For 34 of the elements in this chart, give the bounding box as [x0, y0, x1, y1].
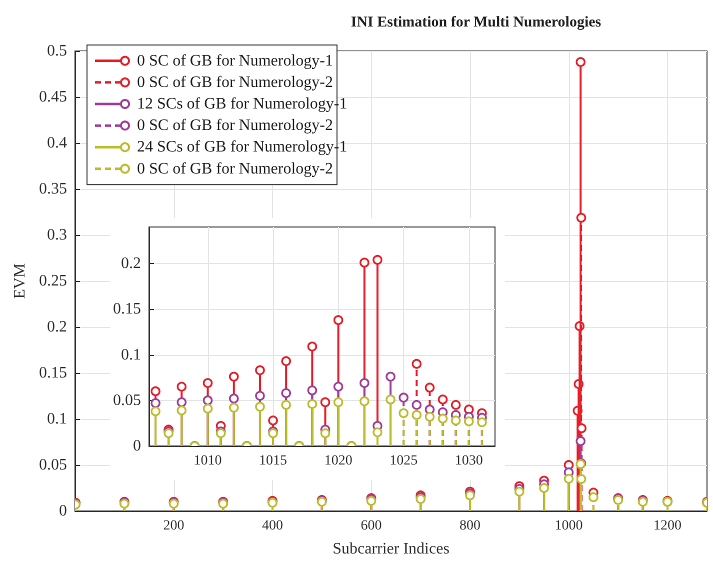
y-axis-title: EVM	[12, 263, 29, 299]
y-tick-label: 0.15	[39, 364, 67, 382]
y-tick-label: 0.3	[47, 226, 67, 244]
x-tick-label: 600	[360, 518, 382, 534]
x-tick-label: 1200	[654, 518, 682, 534]
y-tick-label: 0.05	[39, 456, 67, 474]
legend-label: 0 SC of GB for Numerology-2	[137, 117, 333, 134]
chart-title: INI Estimation for Multi Numerologies	[350, 14, 602, 30]
x-tick-label: 1020	[324, 454, 352, 468]
y-tick-label: 0.5	[47, 42, 67, 60]
x-tick-label: 1010	[194, 454, 222, 468]
y-tick-label: 0	[133, 438, 141, 454]
y-tick-label: 0.15	[113, 300, 141, 318]
y-tick-label: 0.45	[39, 88, 67, 106]
x-tick-label: 1015	[259, 454, 288, 468]
y-tick-label: 0.1	[47, 410, 67, 428]
y-tick-label: 0	[59, 502, 67, 520]
x-axis-title: Subcarrier Indices	[332, 540, 450, 558]
y-tick-label: 0.4	[47, 134, 67, 152]
x-tick-label: 1000	[554, 518, 583, 534]
x-tick-label: 1025	[390, 454, 418, 468]
y-tick-label: 0.2	[47, 318, 67, 336]
x-tick-label: 400	[262, 518, 283, 534]
legend-label: 0 SC of GB for Numerology-2	[137, 160, 333, 178]
y-tick-label: 0.1	[121, 346, 141, 364]
x-tick-label: 800	[460, 518, 480, 534]
x-tick-label: 1030	[454, 454, 483, 468]
y-tick-label: 0.2	[121, 255, 141, 272]
y-tick-label: 0.25	[39, 272, 67, 290]
x-tick-label: 200	[163, 518, 184, 534]
y-tick-label: 0.35	[39, 180, 67, 198]
y-tick-label: 0.05	[113, 392, 141, 409]
legend-label: 0 SC of GB for Numerology-1	[137, 52, 333, 70]
legend-label: 0 SC of GB for Numerology-2	[137, 74, 333, 91]
